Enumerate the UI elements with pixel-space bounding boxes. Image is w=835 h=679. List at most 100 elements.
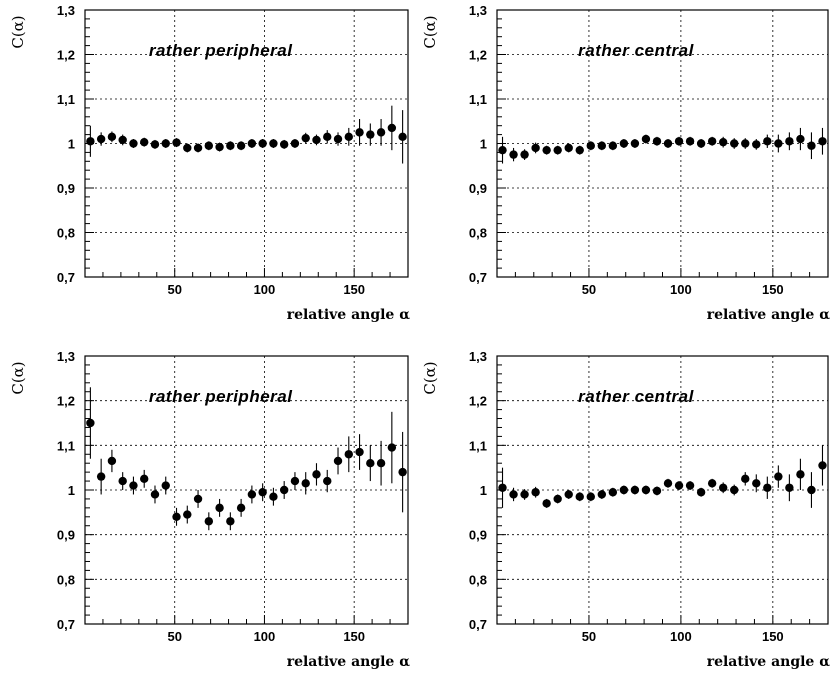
- y-tick-label: 1: [68, 137, 75, 152]
- y-tick-label: 1,2: [57, 48, 75, 63]
- data-point: [818, 137, 827, 146]
- y-tick-label: 1,1: [57, 92, 75, 107]
- data-point: [763, 483, 772, 492]
- x-tick-label: 150: [343, 282, 365, 297]
- panel-title: rather central: [578, 41, 694, 60]
- y-tick-label: 1: [480, 483, 487, 498]
- data-point: [183, 510, 192, 519]
- y-axis-label: C(α): [421, 361, 439, 394]
- data-point: [663, 479, 673, 488]
- data-point: [730, 139, 739, 148]
- data-point: [129, 481, 138, 490]
- y-tick-label: 0,7: [57, 270, 75, 285]
- data-point: [741, 139, 750, 148]
- x-axis-label: relative angle α: [707, 307, 831, 323]
- data-point: [150, 140, 160, 149]
- data-point: [150, 490, 160, 499]
- data-point: [312, 135, 321, 145]
- x-tick-label: 50: [582, 282, 596, 297]
- data-point: [730, 485, 739, 495]
- y-tick-label: 1,1: [57, 438, 75, 453]
- data-point: [323, 132, 332, 142]
- data-point: [553, 145, 562, 155]
- data-point: [520, 490, 529, 499]
- x-tick-label: 150: [762, 282, 784, 297]
- data-point: [707, 137, 717, 146]
- data-point: [398, 132, 407, 142]
- x-tick-label: 100: [670, 629, 692, 644]
- y-tick-label: 1: [68, 483, 75, 498]
- x-tick-label: 150: [343, 629, 365, 644]
- x-axis-label: relative angle α: [707, 654, 831, 670]
- data-point: [597, 141, 607, 150]
- data-point: [696, 488, 706, 497]
- x-tick-label: 150: [762, 629, 784, 644]
- data-point: [323, 476, 332, 486]
- data-point: [608, 141, 618, 150]
- data-point: [564, 490, 573, 499]
- y-tick-label: 0,8: [57, 226, 75, 241]
- data-point: [333, 456, 343, 466]
- data-point: [531, 488, 540, 497]
- x-tick-label: 50: [582, 629, 596, 644]
- data-point: [774, 139, 783, 148]
- data-point: [86, 137, 95, 146]
- data-point: [236, 503, 246, 513]
- y-tick-label: 1,2: [469, 48, 487, 63]
- data-point: [652, 137, 662, 146]
- data-point: [807, 141, 816, 150]
- x-axis-label: relative angle α: [287, 307, 411, 323]
- data-point: [619, 139, 629, 148]
- data-point: [107, 456, 117, 466]
- data-point: [193, 494, 203, 504]
- data-point: [630, 485, 640, 495]
- data-point: [707, 479, 717, 488]
- data-point: [279, 140, 289, 149]
- data-point: [301, 133, 310, 143]
- y-tick-label: 0,9: [469, 181, 487, 196]
- y-tick-label: 1,1: [469, 92, 487, 107]
- x-tick-label: 100: [254, 282, 276, 297]
- y-tick-label: 0,7: [469, 617, 487, 632]
- data-point: [172, 138, 181, 147]
- data-point: [366, 459, 375, 468]
- data-point: [818, 461, 827, 470]
- data-point: [774, 472, 783, 481]
- y-tick-label: 1,3: [57, 3, 75, 18]
- data-point: [96, 472, 106, 481]
- data-point: [630, 139, 640, 148]
- data-point: [652, 486, 662, 496]
- data-point: [215, 503, 224, 513]
- data-point: [376, 459, 386, 468]
- panel-top-left: 50 100 150 0,7 0,8 0,9 1 1,1 1,2 1,3 relative angl…: [9, 3, 410, 323]
- data-point: [269, 492, 278, 501]
- data-point: [542, 499, 551, 508]
- data-point: [796, 470, 805, 479]
- x-tick-label: 100: [254, 629, 276, 644]
- data-point: [269, 139, 278, 148]
- panel-title: rather peripheral: [149, 41, 293, 60]
- data-point: [785, 137, 794, 146]
- y-tick-label: 1,1: [469, 438, 487, 453]
- y-tick-label: 1,3: [57, 349, 75, 364]
- y-tick-label: 0,8: [57, 572, 75, 587]
- data-point: [641, 485, 651, 495]
- y-tick-label: 0,9: [57, 528, 75, 543]
- data-point: [226, 141, 235, 150]
- x-axis-label: relative angle α: [287, 654, 411, 670]
- x-tick-label: 100: [670, 282, 692, 297]
- data-point: [107, 132, 117, 142]
- data-point: [807, 485, 816, 495]
- y-tick-label: 1,2: [469, 394, 487, 409]
- data-point: [118, 476, 127, 486]
- data-point: [387, 443, 397, 452]
- data-point: [542, 145, 551, 155]
- data-point: [752, 479, 761, 488]
- data-point: [509, 490, 518, 499]
- data-point: [333, 134, 343, 144]
- data-point: [161, 139, 170, 148]
- data-point: [140, 474, 149, 484]
- data-point: [718, 483, 728, 492]
- data-point: [355, 128, 364, 137]
- data-point: [796, 134, 805, 144]
